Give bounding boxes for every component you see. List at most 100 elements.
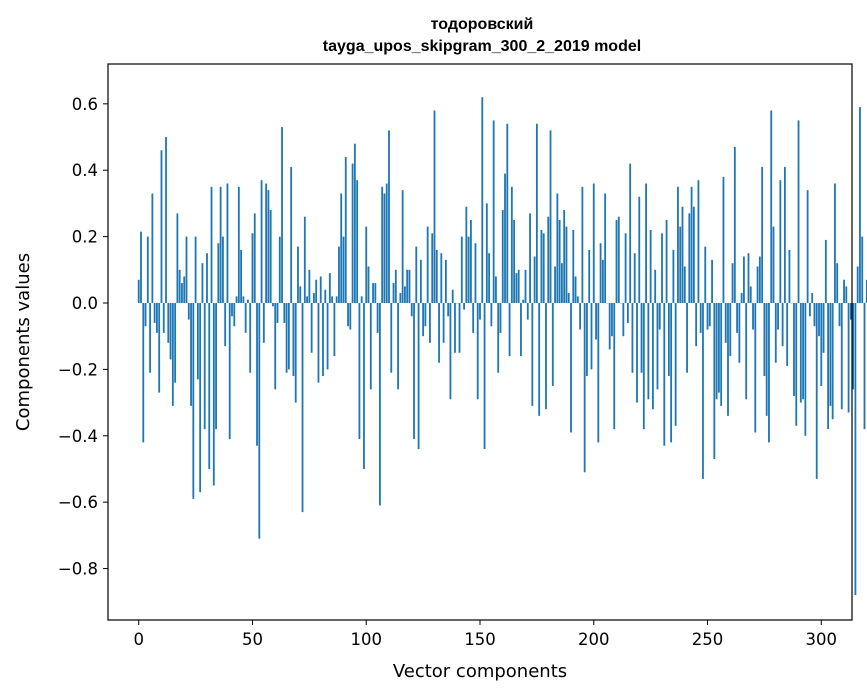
bar-311 [845,286,848,303]
bar-209 [613,303,616,430]
bar-36 [219,186,222,303]
y-tick-label: 0.0 [72,294,98,313]
bar-285 [786,303,789,367]
bar-309 [840,303,843,410]
bar-296 [811,293,814,303]
bar-173 [531,303,534,406]
bar-186 [561,263,563,303]
bar-225 [649,229,652,303]
bar-193 [576,296,579,303]
bar-58 [269,210,272,303]
bar-208 [611,303,613,337]
bar-184 [556,193,559,303]
bar-28 [201,263,204,303]
bar-213 [622,303,625,337]
bar-37 [221,236,224,303]
y-tick-label: −0.6 [58,493,98,512]
bar-79 [317,303,320,383]
bar-268 [747,253,750,303]
bar-64 [283,303,286,323]
bar-220 [638,196,641,303]
bar-299 [818,303,820,337]
bar-10 [160,150,163,303]
bar-292 [802,303,804,400]
bar-111 [390,303,393,373]
bar-7 [153,303,156,323]
bar-165 [513,220,516,303]
bar-159 [499,303,502,333]
bar-75 [308,269,311,303]
bar-151 [481,97,484,303]
bar-49 [249,303,252,373]
bar-17 [176,213,179,303]
bar-43 [235,296,238,303]
bar-249 [704,246,707,303]
bar-89 [340,193,343,303]
plot-frame [107,63,853,621]
bar-274 [761,166,764,303]
bar-252 [711,259,713,303]
bar-229 [658,303,661,330]
bar-119 [408,269,411,303]
bar-187 [563,210,566,303]
bar-312 [847,303,850,413]
bar-214 [624,233,627,303]
bar-107 [381,186,384,303]
bar-125 [422,303,425,337]
bar-224 [647,303,650,400]
bar-253 [713,303,716,460]
bar-189 [567,293,570,303]
bar-320 [865,279,867,303]
bar-200 [592,183,595,303]
bar-291 [799,303,802,403]
bar-201 [595,303,597,340]
bar-235 [672,249,675,303]
bar-139 [454,303,456,353]
bar-95 [353,143,356,303]
bar-261 [731,263,734,303]
bar-290 [797,120,800,304]
bar-94 [351,163,354,303]
bar-278 [770,110,773,303]
x-axis-label: Vector components [393,661,567,682]
bar-226 [652,303,654,410]
bar-303 [827,303,830,430]
y-axis-label: Components values [13,253,34,431]
bar-156 [492,120,495,304]
bar-247 [699,303,702,333]
bar-176 [538,303,541,416]
bar-128 [429,303,431,343]
bar-27 [199,303,202,493]
bar-52 [256,303,258,446]
bar-18 [178,269,181,303]
bar-232 [665,220,668,303]
bar-259 [727,303,729,416]
bar-280 [774,303,777,363]
bar-134 [442,303,445,343]
bar-202 [597,303,600,443]
bar-135 [444,259,447,303]
y-tick-label: 0.6 [72,95,98,114]
bar-82 [324,289,327,303]
bar-41 [231,303,233,317]
bar-307 [836,263,839,303]
bar-315 [854,303,857,596]
bar-204 [601,259,604,303]
bar-104 [374,283,377,303]
bar-2 [142,303,145,443]
bar-62 [278,236,281,303]
bar-122 [415,246,418,303]
bar-60 [274,303,277,390]
bar-223 [645,183,647,303]
bar-100 [365,226,368,303]
bar-0 [137,279,140,303]
bar-228 [656,303,659,390]
bar-181 [549,130,552,303]
bar-264 [738,303,741,363]
bar-305 [831,303,834,420]
bar-310 [843,279,845,303]
bar-314 [852,303,855,390]
bar-148 [474,243,477,303]
bar-113 [394,269,397,303]
bar-256 [720,303,723,406]
